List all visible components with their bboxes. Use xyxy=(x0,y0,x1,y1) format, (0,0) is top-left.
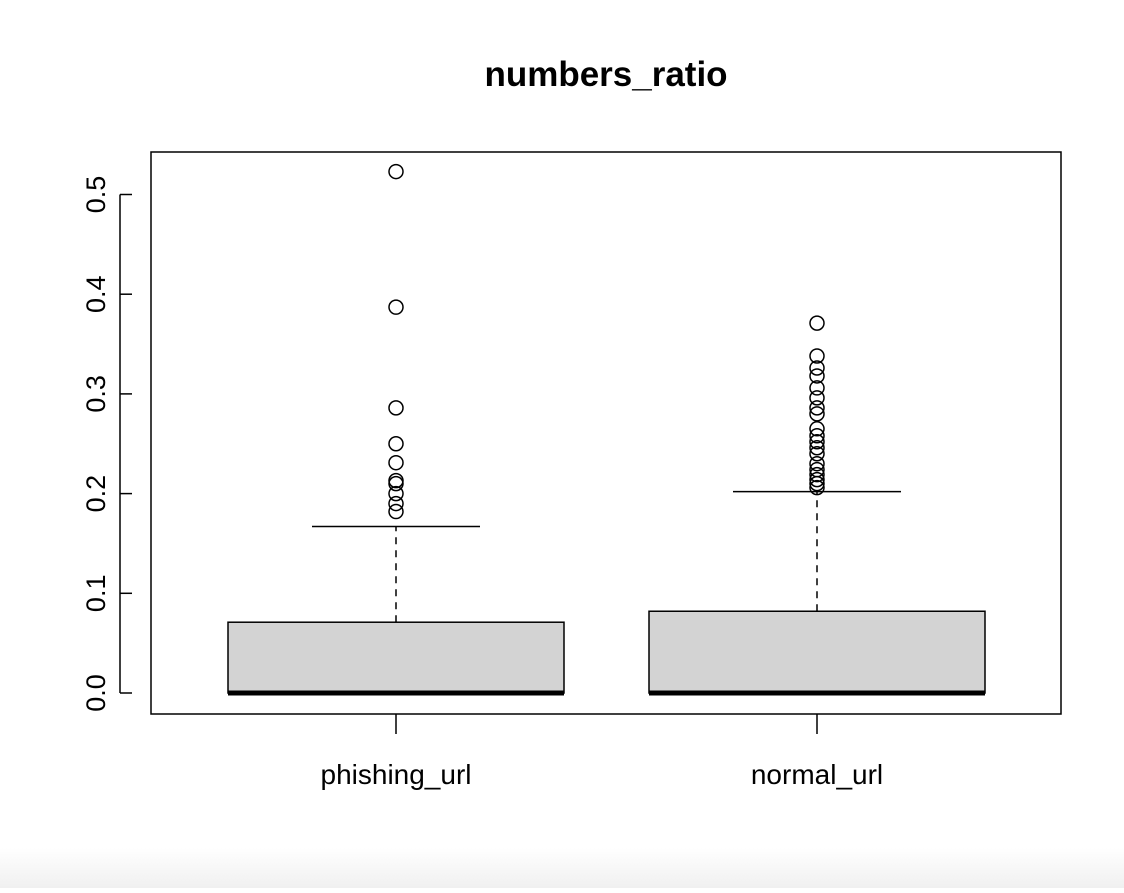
outlier-point xyxy=(809,439,825,456)
box-body xyxy=(648,610,986,694)
x-tick-label: phishing_url xyxy=(321,759,472,790)
y-tick-label: 0.1 xyxy=(81,575,111,613)
outlier-point xyxy=(809,421,825,437)
y-tick-label: 0.5 xyxy=(81,176,111,214)
x-tick-label: normal_url xyxy=(751,759,883,790)
outlier-point xyxy=(388,472,404,489)
outlier-point xyxy=(809,428,825,444)
outlier-point xyxy=(388,454,404,471)
outlier-point xyxy=(809,479,825,496)
outlier-point xyxy=(388,436,404,452)
outlier-point xyxy=(388,299,404,315)
box-group xyxy=(648,315,986,696)
outlier-point xyxy=(809,434,825,450)
window-bottom-edge xyxy=(0,848,1124,888)
outlier-point xyxy=(388,400,404,416)
y-tick-label: 0.0 xyxy=(81,674,111,712)
outlier-point xyxy=(809,466,825,483)
outlier-point xyxy=(809,390,825,406)
outlier-point xyxy=(809,315,825,331)
outlier-point xyxy=(809,455,825,472)
outlier-point xyxy=(388,163,404,180)
outlier-point xyxy=(809,461,825,478)
outlier-point xyxy=(809,400,825,416)
outlier-point xyxy=(809,380,825,396)
outlier-point xyxy=(809,360,825,376)
outlier-point xyxy=(388,503,404,520)
box-group xyxy=(227,163,565,696)
y-tick-label: 0.2 xyxy=(81,475,111,513)
outlier-point xyxy=(809,445,825,462)
outlier-point xyxy=(809,406,825,422)
y-axis: 0.0 0.1 0.2 0.3 0.4 0.5 xyxy=(81,176,132,712)
plot-frame xyxy=(150,151,1062,715)
outlier-point xyxy=(388,495,404,512)
x-axis: phishing_url normal_url xyxy=(321,714,883,790)
outlier-point xyxy=(809,348,825,364)
y-tick-label: 0.3 xyxy=(81,375,111,413)
outlier-point xyxy=(388,475,404,492)
boxes-layer xyxy=(227,163,986,696)
y-tick-label: 0.4 xyxy=(81,275,111,313)
outlier-point xyxy=(388,485,404,502)
chart-title: numbers_ratio xyxy=(484,55,727,94)
box-body xyxy=(227,621,565,694)
outlier-point xyxy=(809,471,825,488)
outlier-point xyxy=(809,368,825,384)
